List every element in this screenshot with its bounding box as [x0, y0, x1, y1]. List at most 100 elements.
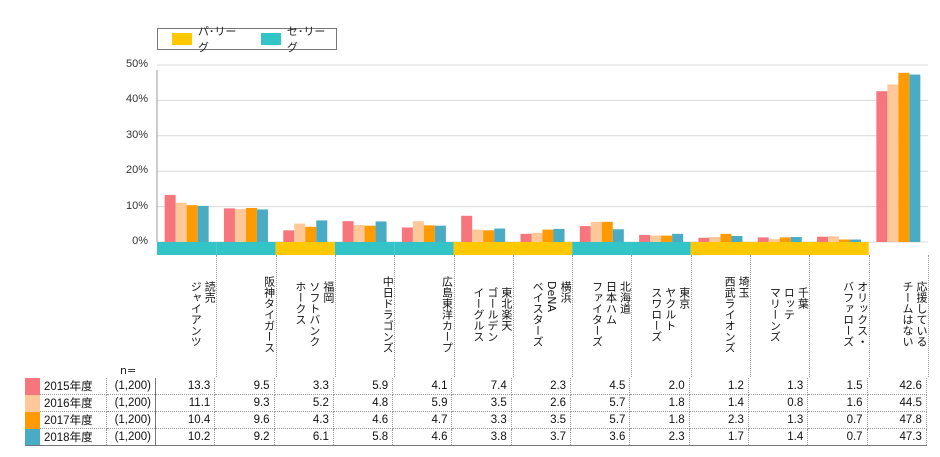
- bar-2016年度-1: [234, 209, 246, 242]
- bar-2018年度-7: [612, 229, 624, 242]
- bar-2018年度-1: [256, 209, 268, 242]
- bar-2016年度-11: [828, 236, 840, 242]
- bar-2015年度-10: [757, 237, 769, 242]
- bar-2017年度-1: [245, 208, 257, 242]
- data-label: 1.5: [807, 378, 868, 395]
- bar-2015年度-4: [401, 227, 413, 242]
- n-label: n=: [120, 364, 137, 377]
- data-label: 4.3: [274, 411, 334, 429]
- data-label: 3.6: [570, 428, 631, 446]
- data-label: 5.7: [570, 394, 631, 412]
- data-label: 9.5: [214, 378, 275, 395]
- column-divider: [809, 255, 811, 377]
- category-label: 北海道 日本ハム ファイターズ: [590, 281, 632, 347]
- league-band-pa: [512, 242, 573, 255]
- bar-2015年度-6: [520, 233, 532, 242]
- bar-2016年度-6: [531, 232, 543, 242]
- league-band-se: [334, 242, 395, 255]
- series-swatch: [25, 428, 40, 446]
- data-label: 1.2: [689, 378, 749, 395]
- data-label: 6.1: [274, 428, 334, 446]
- data-label: 1.4: [748, 428, 809, 446]
- bar-2015年度-1: [223, 208, 235, 242]
- category-label: 阪神タイガース: [262, 275, 276, 353]
- column-divider: [394, 255, 396, 377]
- data-label: 1.8: [629, 411, 690, 429]
- bar-2017年度-2: [305, 226, 317, 242]
- column-divider: [216, 255, 218, 377]
- bar-2017年度-0: [186, 205, 198, 242]
- series-label: 2015年度: [40, 378, 107, 395]
- league-band-se: [216, 242, 276, 255]
- bar-2017年度-7: [601, 221, 613, 242]
- legend: パ･リーグ セ･リーグ: [157, 25, 337, 54]
- y-tick-label: 30%: [125, 128, 148, 141]
- legend-swatch-se: [261, 33, 281, 45]
- league-band-se: [572, 242, 632, 255]
- sample-size: (1,200): [106, 411, 156, 429]
- bar-2018年度-11: [850, 239, 862, 242]
- data-label: 0.8: [748, 394, 809, 412]
- data-label: 3.3: [274, 378, 334, 395]
- bar-2017年度-10: [779, 237, 791, 242]
- bar-2017年度-4: [423, 225, 435, 242]
- data-label: 5.9: [333, 378, 394, 395]
- category-label: 福岡 ソフトバンク ホークス: [293, 281, 335, 347]
- league-band-pa: [453, 242, 513, 255]
- data-label: 7.4: [451, 378, 512, 395]
- category-label: 中日ドラゴンズ: [381, 275, 395, 353]
- bar-2016年度-5: [472, 229, 484, 242]
- y-tick-label: 10%: [125, 199, 148, 212]
- league-band-se: [631, 242, 691, 255]
- column-divider: [750, 255, 752, 377]
- y-tick-label: 50%: [125, 58, 148, 70]
- bar-2017年度-6: [542, 229, 554, 242]
- bar-2016年度-3: [353, 225, 365, 242]
- legend-label-se: セ･リーグ: [286, 25, 326, 54]
- category-label: 千葉 ロッテ マリーンズ: [768, 286, 810, 342]
- bar-2016年度-7: [590, 221, 602, 242]
- bar-2015年度-9: [698, 237, 710, 242]
- league-band-se: [394, 242, 454, 255]
- table-row: 2016年度 (1,200) 11.1 9.3 5.2 4.8 5.9 3.5 2.6 5.7 1.…: [25, 394, 927, 412]
- series-swatch: [25, 394, 40, 412]
- bar-2018年度-8: [672, 233, 684, 242]
- data-label: 5.7: [570, 411, 631, 429]
- data-label: 2.3: [629, 428, 690, 446]
- column-divider: [512, 255, 514, 377]
- data-table: 2015年度 (1,200) 13.3 9.5 3.3 5.9 4.1 7.4 2.3 4.5 2.…: [25, 378, 927, 446]
- category-label: 応援している チームはない: [900, 281, 928, 347]
- y-tick-label: 0%: [132, 235, 148, 247]
- series-label: 2017年度: [40, 411, 107, 429]
- series-swatch: [25, 378, 40, 395]
- bar-2017年度-8: [661, 235, 673, 242]
- bar-2016年度-0: [175, 202, 187, 242]
- data-label: 1.4: [689, 394, 749, 412]
- bar-2018年度-4: [434, 225, 446, 242]
- legend-swatch-pa: [172, 33, 192, 45]
- data-label: 9.3: [214, 394, 275, 412]
- league-band-pa: [750, 242, 810, 255]
- data-label: 1.3: [748, 411, 809, 429]
- data-label: 5.8: [333, 428, 394, 446]
- column-divider: [334, 255, 336, 377]
- bar-2016年度-4: [412, 221, 424, 242]
- data-label: 47.3: [867, 428, 927, 446]
- data-label: 3.3: [451, 411, 512, 429]
- data-label: 2.6: [511, 394, 572, 412]
- data-label: 10.4: [155, 411, 216, 429]
- league-band-se: [157, 242, 217, 255]
- bar-2018年度-2: [316, 220, 328, 242]
- data-label: 3.5: [511, 411, 572, 429]
- data-label: 4.5: [570, 378, 631, 395]
- league-band-pa: [690, 242, 751, 255]
- category-label: 広島東洋カープ: [440, 275, 454, 353]
- bar-2016年度-2: [294, 223, 306, 242]
- column-divider: [868, 255, 870, 377]
- bar-2018年度-5: [494, 228, 506, 242]
- data-label: 4.7: [392, 411, 453, 429]
- data-label: 4.1: [392, 378, 453, 395]
- data-label: 2.0: [629, 378, 690, 395]
